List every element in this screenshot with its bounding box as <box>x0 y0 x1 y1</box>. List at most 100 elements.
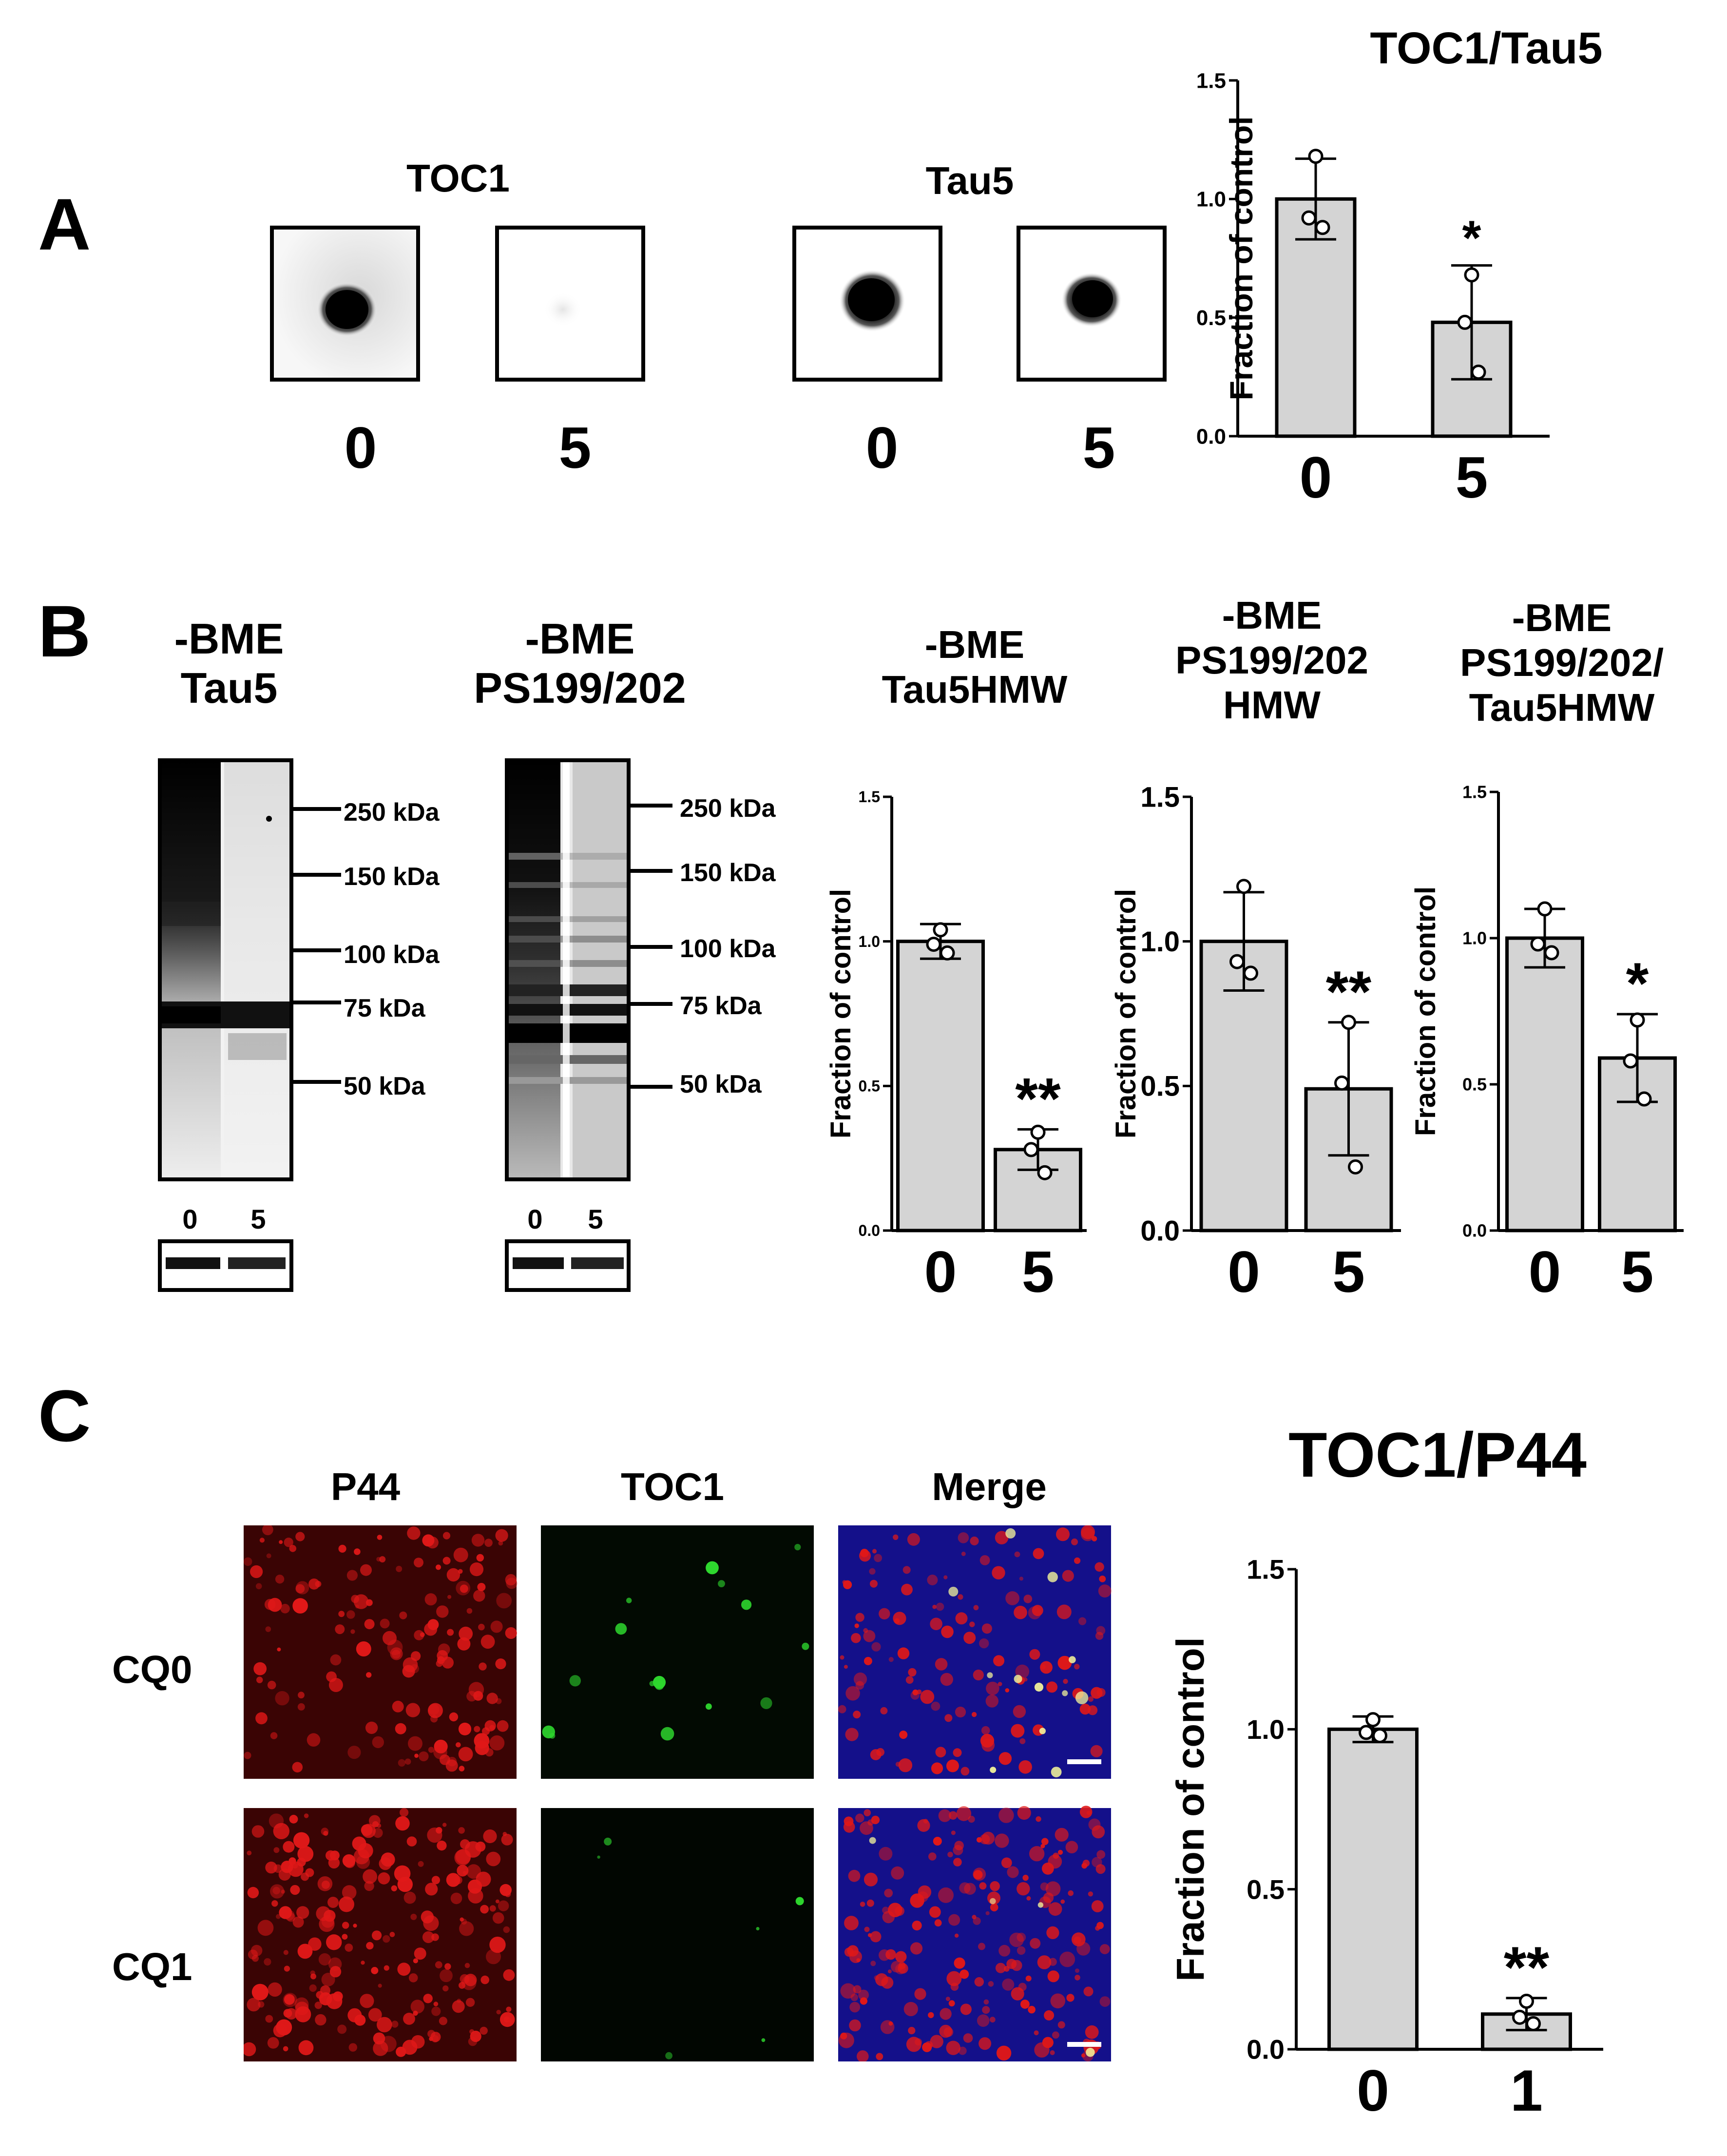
cell <box>1047 1970 1059 1983</box>
cell <box>1057 1849 1063 1855</box>
cell <box>860 1549 869 1558</box>
cell <box>492 1912 504 1924</box>
y-tick-label: 0.5 <box>1140 1071 1180 1102</box>
cell <box>267 1680 276 1690</box>
cell <box>434 1739 448 1753</box>
cell <box>275 1691 289 1706</box>
cell <box>891 1961 902 1973</box>
y-axis-label: Fraction of control <box>1110 889 1142 1138</box>
cell <box>481 1727 490 1735</box>
cell <box>1074 1557 1081 1564</box>
cell <box>990 1903 998 1912</box>
cell <box>1088 1818 1101 1831</box>
cell <box>863 1630 876 1642</box>
cell <box>954 1841 964 1850</box>
cell <box>979 2037 992 2050</box>
micrograph-column-label: Merge <box>932 1465 1047 1508</box>
panel-letter-b: B <box>38 590 91 672</box>
data-point <box>1457 314 1473 330</box>
cell <box>1023 1595 1033 1603</box>
cell <box>931 1701 940 1711</box>
cell <box>845 1728 859 1741</box>
cell <box>457 1999 461 2003</box>
cell <box>761 2038 766 2042</box>
cell <box>301 1872 309 1881</box>
cell <box>569 1675 581 1687</box>
cell <box>407 1526 421 1540</box>
cell <box>1040 1661 1053 1674</box>
cell <box>1019 1577 1023 1581</box>
cell <box>959 1882 971 1894</box>
chart-title: Tau5HMW <box>882 668 1068 711</box>
cell <box>1053 1852 1059 1859</box>
cell <box>458 1747 473 1762</box>
cell <box>480 2026 488 2035</box>
cell <box>953 1748 962 1757</box>
cell <box>1019 1738 1026 1744</box>
cell <box>466 1608 473 1614</box>
cell <box>985 1911 990 1915</box>
cell <box>431 2035 439 2043</box>
cell <box>264 1598 276 1610</box>
cell <box>901 1583 913 1596</box>
cell <box>450 1892 462 1905</box>
cell <box>459 1766 465 1771</box>
cell <box>1095 1632 1104 1640</box>
x-tick-label: 0 <box>924 1239 957 1305</box>
cell <box>342 1922 349 1929</box>
cell <box>908 1668 917 1677</box>
cell <box>461 1975 477 1990</box>
cell <box>992 1566 1005 1579</box>
gel-title-ps199: -BME PS199/202 <box>474 615 686 712</box>
cell <box>496 1698 502 1704</box>
cell <box>279 1540 283 1544</box>
cell <box>853 1985 862 1994</box>
cell <box>1013 1705 1026 1718</box>
cell <box>478 1623 485 1631</box>
cell <box>355 1604 359 1609</box>
cell <box>973 1605 979 1611</box>
cell <box>649 1681 655 1687</box>
cell <box>995 1531 1009 1544</box>
cell <box>456 1742 461 1748</box>
cell <box>474 1733 490 1749</box>
cell <box>972 1915 977 1920</box>
cell <box>1092 1825 1105 1839</box>
cell <box>1039 1728 1046 1734</box>
cell <box>912 1921 922 1931</box>
x-tick-label: 5 <box>1332 1239 1365 1305</box>
cell <box>1029 1649 1040 1660</box>
cell <box>998 1682 1002 1686</box>
cell <box>283 2046 288 2052</box>
cell <box>284 1965 290 1972</box>
cell <box>381 1852 395 1867</box>
cell <box>756 1927 760 1930</box>
cell <box>365 1721 378 1734</box>
cell <box>977 2014 990 2027</box>
cell <box>946 1759 959 1772</box>
cell <box>938 1809 951 1822</box>
cell <box>466 1864 481 1879</box>
cell <box>310 1973 316 1980</box>
cell <box>871 1642 881 1652</box>
marker-label: 100 kDa <box>680 935 776 963</box>
cell <box>929 1906 941 1918</box>
cell <box>335 1624 345 1635</box>
cell <box>794 1544 801 1551</box>
data-point <box>1365 1712 1381 1728</box>
cell <box>379 1556 386 1563</box>
chart-title: -BME <box>925 623 1024 666</box>
cell <box>874 1554 883 1562</box>
cell <box>495 1658 506 1670</box>
cell <box>352 1836 366 1851</box>
cell <box>1056 1527 1070 1541</box>
y-tick-label: 0.0 <box>1196 424 1226 448</box>
cell <box>869 1837 876 1844</box>
cell <box>408 1736 422 1751</box>
cell <box>378 1983 382 1988</box>
cell <box>372 1930 382 1941</box>
cell <box>1057 2021 1065 2029</box>
micrograph-row-label: CQ1 <box>112 1945 192 1988</box>
cell <box>392 1700 404 1713</box>
cell <box>321 1973 335 1986</box>
